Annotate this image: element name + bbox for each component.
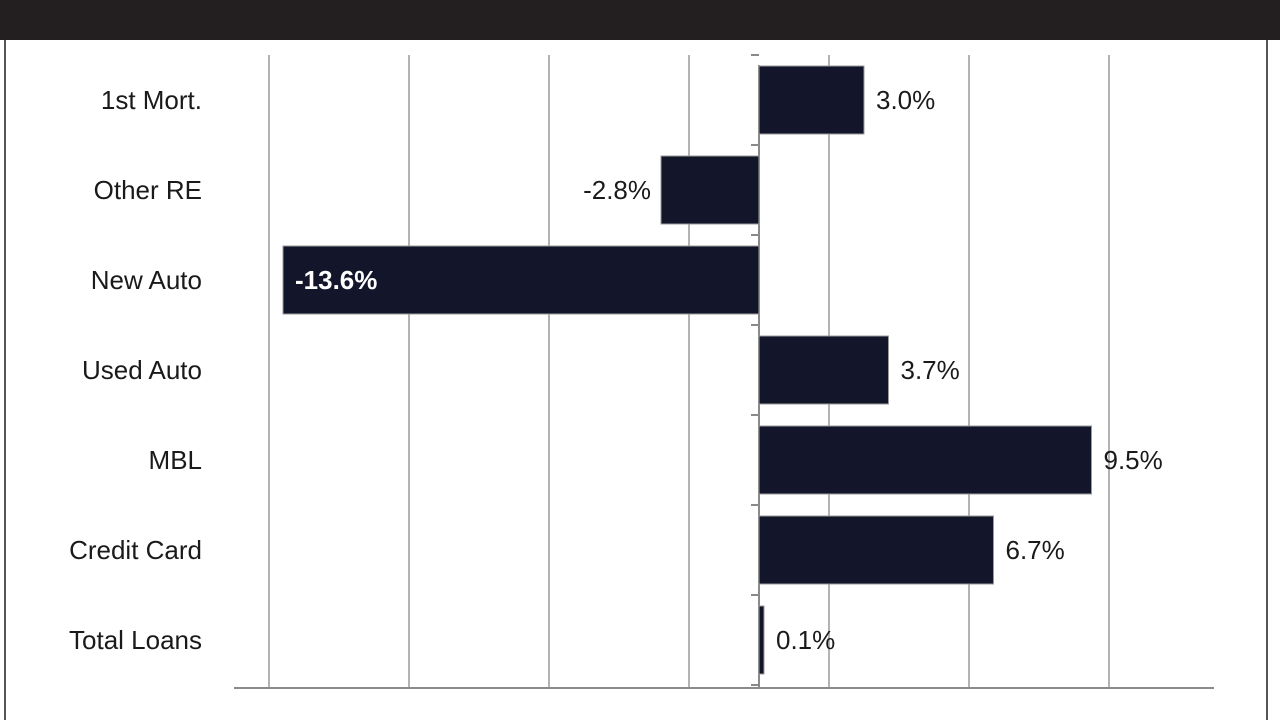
value-label: -13.6% (295, 265, 377, 295)
bar (758, 605, 765, 675)
bar (660, 155, 760, 225)
category-label: Total Loans (69, 625, 202, 655)
value-label: 6.7% (1006, 535, 1065, 565)
category-label: Credit Card (69, 535, 202, 565)
bar (758, 335, 889, 405)
value-label: 3.0% (876, 85, 935, 115)
axes (234, 54, 1214, 689)
value-label: 3.7% (901, 355, 960, 385)
value-label: 9.5% (1104, 445, 1163, 475)
bar (758, 515, 994, 585)
gridlines (268, 55, 1110, 688)
bar (758, 65, 865, 135)
category-label: Used Auto (82, 355, 202, 385)
category-label: 1st Mort. (101, 85, 202, 115)
value-label: -2.8% (583, 175, 651, 205)
labels: 1st Mort. 3.0% Other RE -2.8% New Auto -13.6%… (69, 85, 1163, 655)
category-label: MBL (149, 445, 202, 475)
bar (282, 245, 760, 315)
category-label: Other RE (94, 175, 202, 205)
category-label: New Auto (91, 265, 202, 295)
bars (282, 65, 1092, 675)
chart-title-bar (0, 0, 1280, 40)
bar (758, 425, 1092, 495)
value-label: 0.1% (776, 625, 835, 655)
